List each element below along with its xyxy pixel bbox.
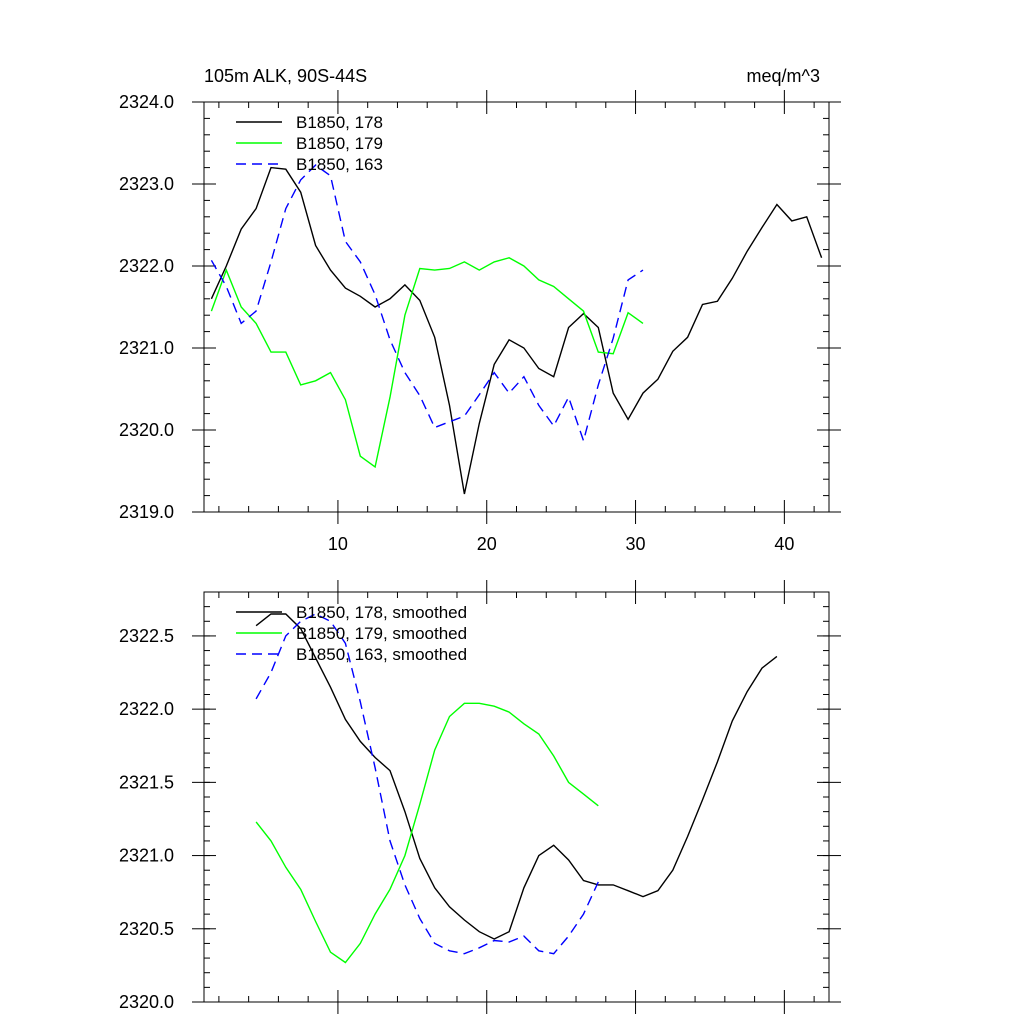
y-tick-label: 2321.0 [119, 846, 174, 866]
x-tick-label: 20 [477, 534, 497, 554]
series-line-3 [255, 613, 599, 955]
y-tick-label: 2322.0 [119, 699, 174, 719]
x-tick-label: 30 [626, 534, 646, 554]
legend-label-2: B1850, 179 [296, 134, 383, 153]
y-tick-label: 2321.0 [119, 338, 174, 358]
series-line-1 [210, 166, 823, 495]
bottom-plot-panel: 2320.0 2320.5 2321.0 2321.5 2322.0 2322.5 B185… [119, 580, 841, 1014]
y-tick-label: 2320.0 [119, 992, 174, 1012]
x-tick-label: 40 [774, 534, 794, 554]
legend-label-3: B1850, 163, smoothed [296, 645, 467, 664]
series-line-3 [210, 164, 644, 444]
top-plot-panel: 10 20 30 40 2319.0 2320.0 2321.0 2322.0 2323.0 23… [119, 90, 841, 554]
y-tick-label: 2322.0 [119, 256, 174, 276]
legend-label-1: B1850, 178, smoothed [296, 603, 467, 622]
chart-title-right: meq/m^3 [747, 66, 820, 86]
y-tick-label: 2319.0 [119, 502, 174, 522]
y-tick-label: 2321.5 [119, 772, 174, 792]
y-tick-label: 2320.5 [119, 919, 174, 939]
series-line-1 [255, 613, 778, 940]
series-line-2 [255, 702, 599, 964]
y-tick-label: 2324.0 [119, 92, 174, 112]
legend-label-3: B1850, 163 [296, 155, 383, 174]
y-tick-label: 2320.0 [119, 420, 174, 440]
y-tick-label: 2323.0 [119, 174, 174, 194]
x-tick-label: 10 [328, 534, 348, 554]
chart-title-left: 105m ALK, 90S-44S [204, 66, 367, 86]
legend-label-1: B1850, 178 [296, 113, 383, 132]
legend-label-2: B1850, 179, smoothed [296, 624, 467, 643]
series-line-2 [210, 257, 644, 469]
y-tick-label: 2322.5 [119, 626, 174, 646]
